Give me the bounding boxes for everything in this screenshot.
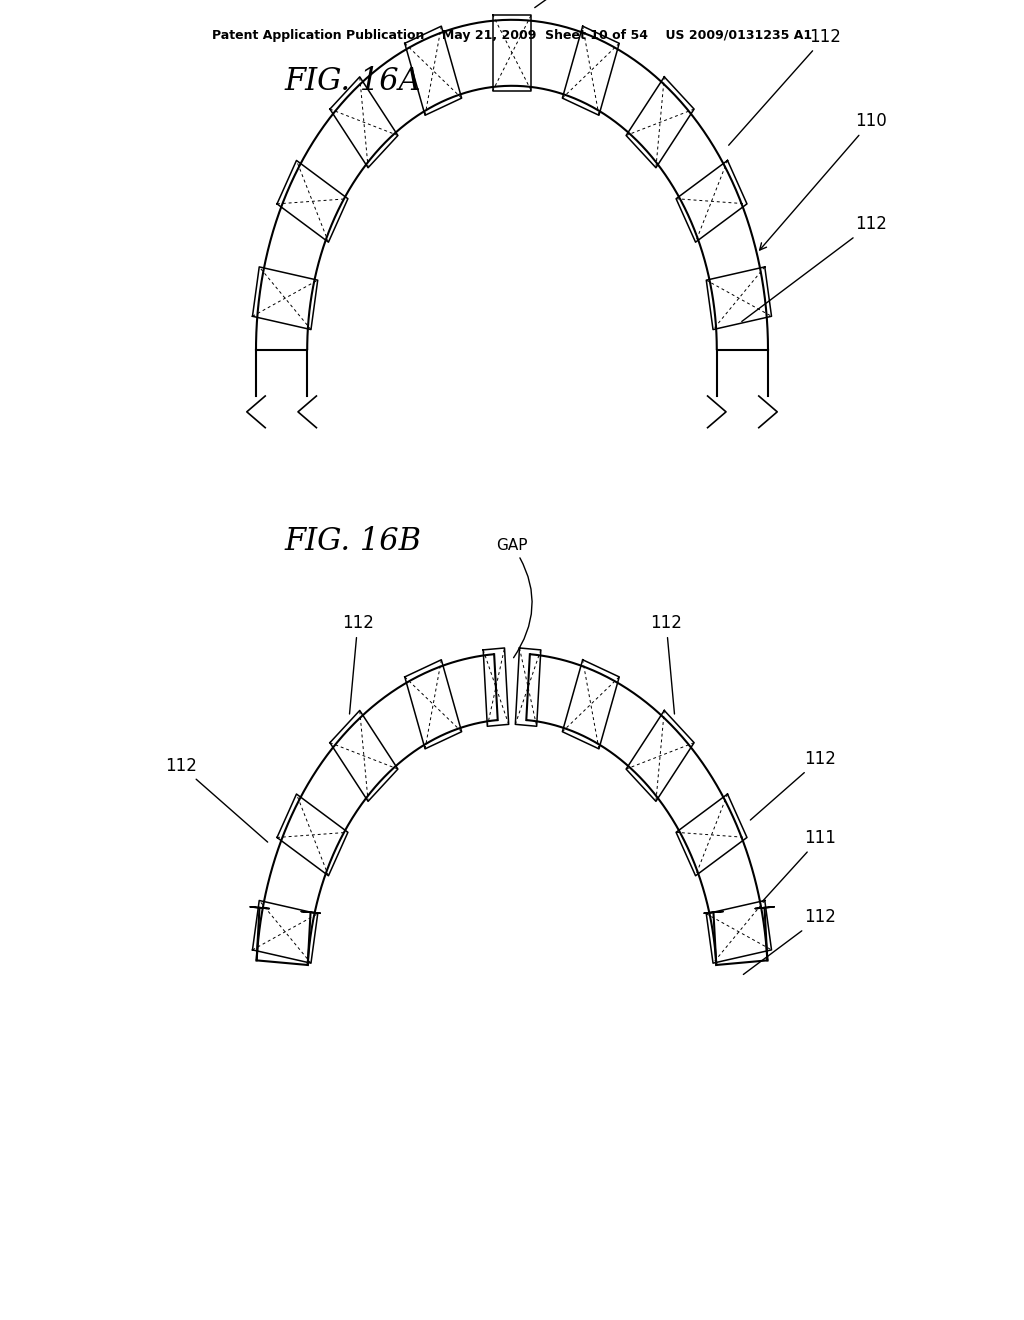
Text: 112: 112 [751, 750, 836, 820]
Text: 111: 111 [535, 0, 641, 8]
Text: 112: 112 [650, 614, 682, 714]
Text: 112: 112 [743, 908, 836, 974]
Text: Patent Application Publication    May 21, 2009  Sheet 10 of 54    US 2009/013123: Patent Application Publication May 21, 2… [212, 29, 812, 42]
Text: 112: 112 [729, 28, 841, 145]
Text: FIG. 16B: FIG. 16B [285, 525, 422, 557]
Text: 111: 111 [762, 829, 836, 902]
Text: 110: 110 [760, 112, 887, 249]
Text: 112: 112 [342, 614, 374, 714]
Text: 112: 112 [165, 756, 267, 842]
Text: FIG. 16A: FIG. 16A [285, 66, 422, 98]
Text: GAP: GAP [497, 537, 532, 657]
Text: 112: 112 [741, 215, 887, 322]
